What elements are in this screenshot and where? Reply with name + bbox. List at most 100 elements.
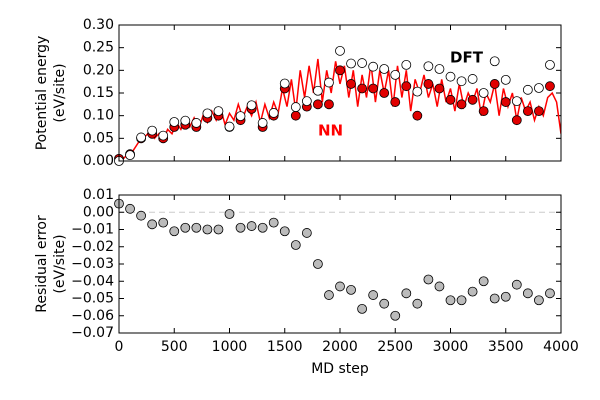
point xyxy=(412,110,423,121)
point xyxy=(545,81,555,92)
point xyxy=(445,94,456,105)
point xyxy=(489,56,500,67)
point xyxy=(379,64,390,74)
point xyxy=(434,281,445,292)
point xyxy=(290,102,301,112)
point xyxy=(312,85,323,96)
point xyxy=(312,259,323,269)
point xyxy=(235,111,246,122)
axes-frame xyxy=(118,194,562,334)
point xyxy=(169,226,180,237)
axes-frame xyxy=(118,24,562,162)
point xyxy=(136,210,147,221)
y-tick-label: 0.01 xyxy=(83,187,114,203)
point xyxy=(346,79,356,89)
x-tick-label: 0 xyxy=(115,339,124,355)
point xyxy=(534,106,544,117)
annotation: NN xyxy=(318,122,343,140)
point xyxy=(467,286,478,297)
point xyxy=(368,83,379,94)
point xyxy=(268,108,279,118)
point xyxy=(445,71,456,82)
point xyxy=(522,288,533,299)
point xyxy=(147,125,158,136)
point xyxy=(213,224,224,235)
point xyxy=(180,222,191,233)
x-tick-label: 3000 xyxy=(433,339,469,355)
x-tick-label: 4000 xyxy=(543,339,579,355)
y-tick-label: 0.30 xyxy=(83,17,114,33)
y-tick-label: −0.04 xyxy=(71,273,114,289)
point xyxy=(357,303,368,314)
point xyxy=(545,288,555,299)
y-tick-label: 0.00 xyxy=(83,153,114,169)
point xyxy=(191,118,202,128)
x-tick-label: 1000 xyxy=(212,339,248,355)
point xyxy=(324,290,334,300)
point xyxy=(390,310,401,321)
point xyxy=(511,96,522,107)
x-axis-label: MD step xyxy=(311,361,369,377)
point xyxy=(125,150,135,161)
point xyxy=(545,59,555,70)
point xyxy=(368,290,379,300)
point xyxy=(379,298,390,309)
point xyxy=(180,115,191,126)
point xyxy=(290,240,301,250)
point xyxy=(423,274,434,285)
annotation: DFT xyxy=(450,49,484,67)
point xyxy=(335,45,345,56)
point xyxy=(202,224,213,235)
point xyxy=(390,97,401,107)
y-axis-label: Potential energy xyxy=(34,36,50,151)
point xyxy=(445,295,456,306)
point xyxy=(257,118,268,128)
point xyxy=(478,88,489,98)
point xyxy=(534,295,544,306)
y-tick-label: −0.02 xyxy=(71,239,114,255)
point xyxy=(489,293,500,304)
y-tick-label: −0.06 xyxy=(71,308,114,324)
point xyxy=(158,217,169,228)
y-tick-label: 0.20 xyxy=(83,62,114,78)
point xyxy=(213,106,224,117)
point xyxy=(423,79,434,89)
point xyxy=(235,222,246,233)
y-tick-label: 0.05 xyxy=(83,130,114,146)
point xyxy=(500,74,511,85)
y-tick-label: −0.01 xyxy=(71,222,114,238)
point xyxy=(456,76,467,87)
point xyxy=(423,61,434,72)
point xyxy=(301,228,312,238)
point xyxy=(401,59,412,70)
y-axis-label: (eV/site) xyxy=(52,63,68,122)
point xyxy=(511,115,522,126)
point xyxy=(357,58,368,68)
point xyxy=(257,222,268,233)
point xyxy=(467,74,478,84)
point xyxy=(368,61,379,72)
x-tick-label: 500 xyxy=(161,339,188,355)
point xyxy=(456,99,467,110)
point xyxy=(412,298,423,309)
point xyxy=(191,222,202,233)
point xyxy=(335,281,345,292)
y-tick-label: −0.07 xyxy=(71,325,114,341)
point xyxy=(346,58,356,69)
y-axis-label: Residual error xyxy=(34,215,50,313)
point xyxy=(324,99,334,110)
point xyxy=(390,69,401,80)
point xyxy=(489,79,500,89)
point xyxy=(279,226,290,237)
x-tick-label: 1500 xyxy=(267,339,303,355)
point xyxy=(224,121,235,132)
point xyxy=(357,83,368,94)
point xyxy=(301,96,312,107)
point xyxy=(246,100,257,111)
point xyxy=(478,106,489,117)
point xyxy=(467,94,478,105)
point xyxy=(522,106,533,117)
x-tick-label: 3500 xyxy=(488,339,524,355)
point xyxy=(324,77,334,88)
